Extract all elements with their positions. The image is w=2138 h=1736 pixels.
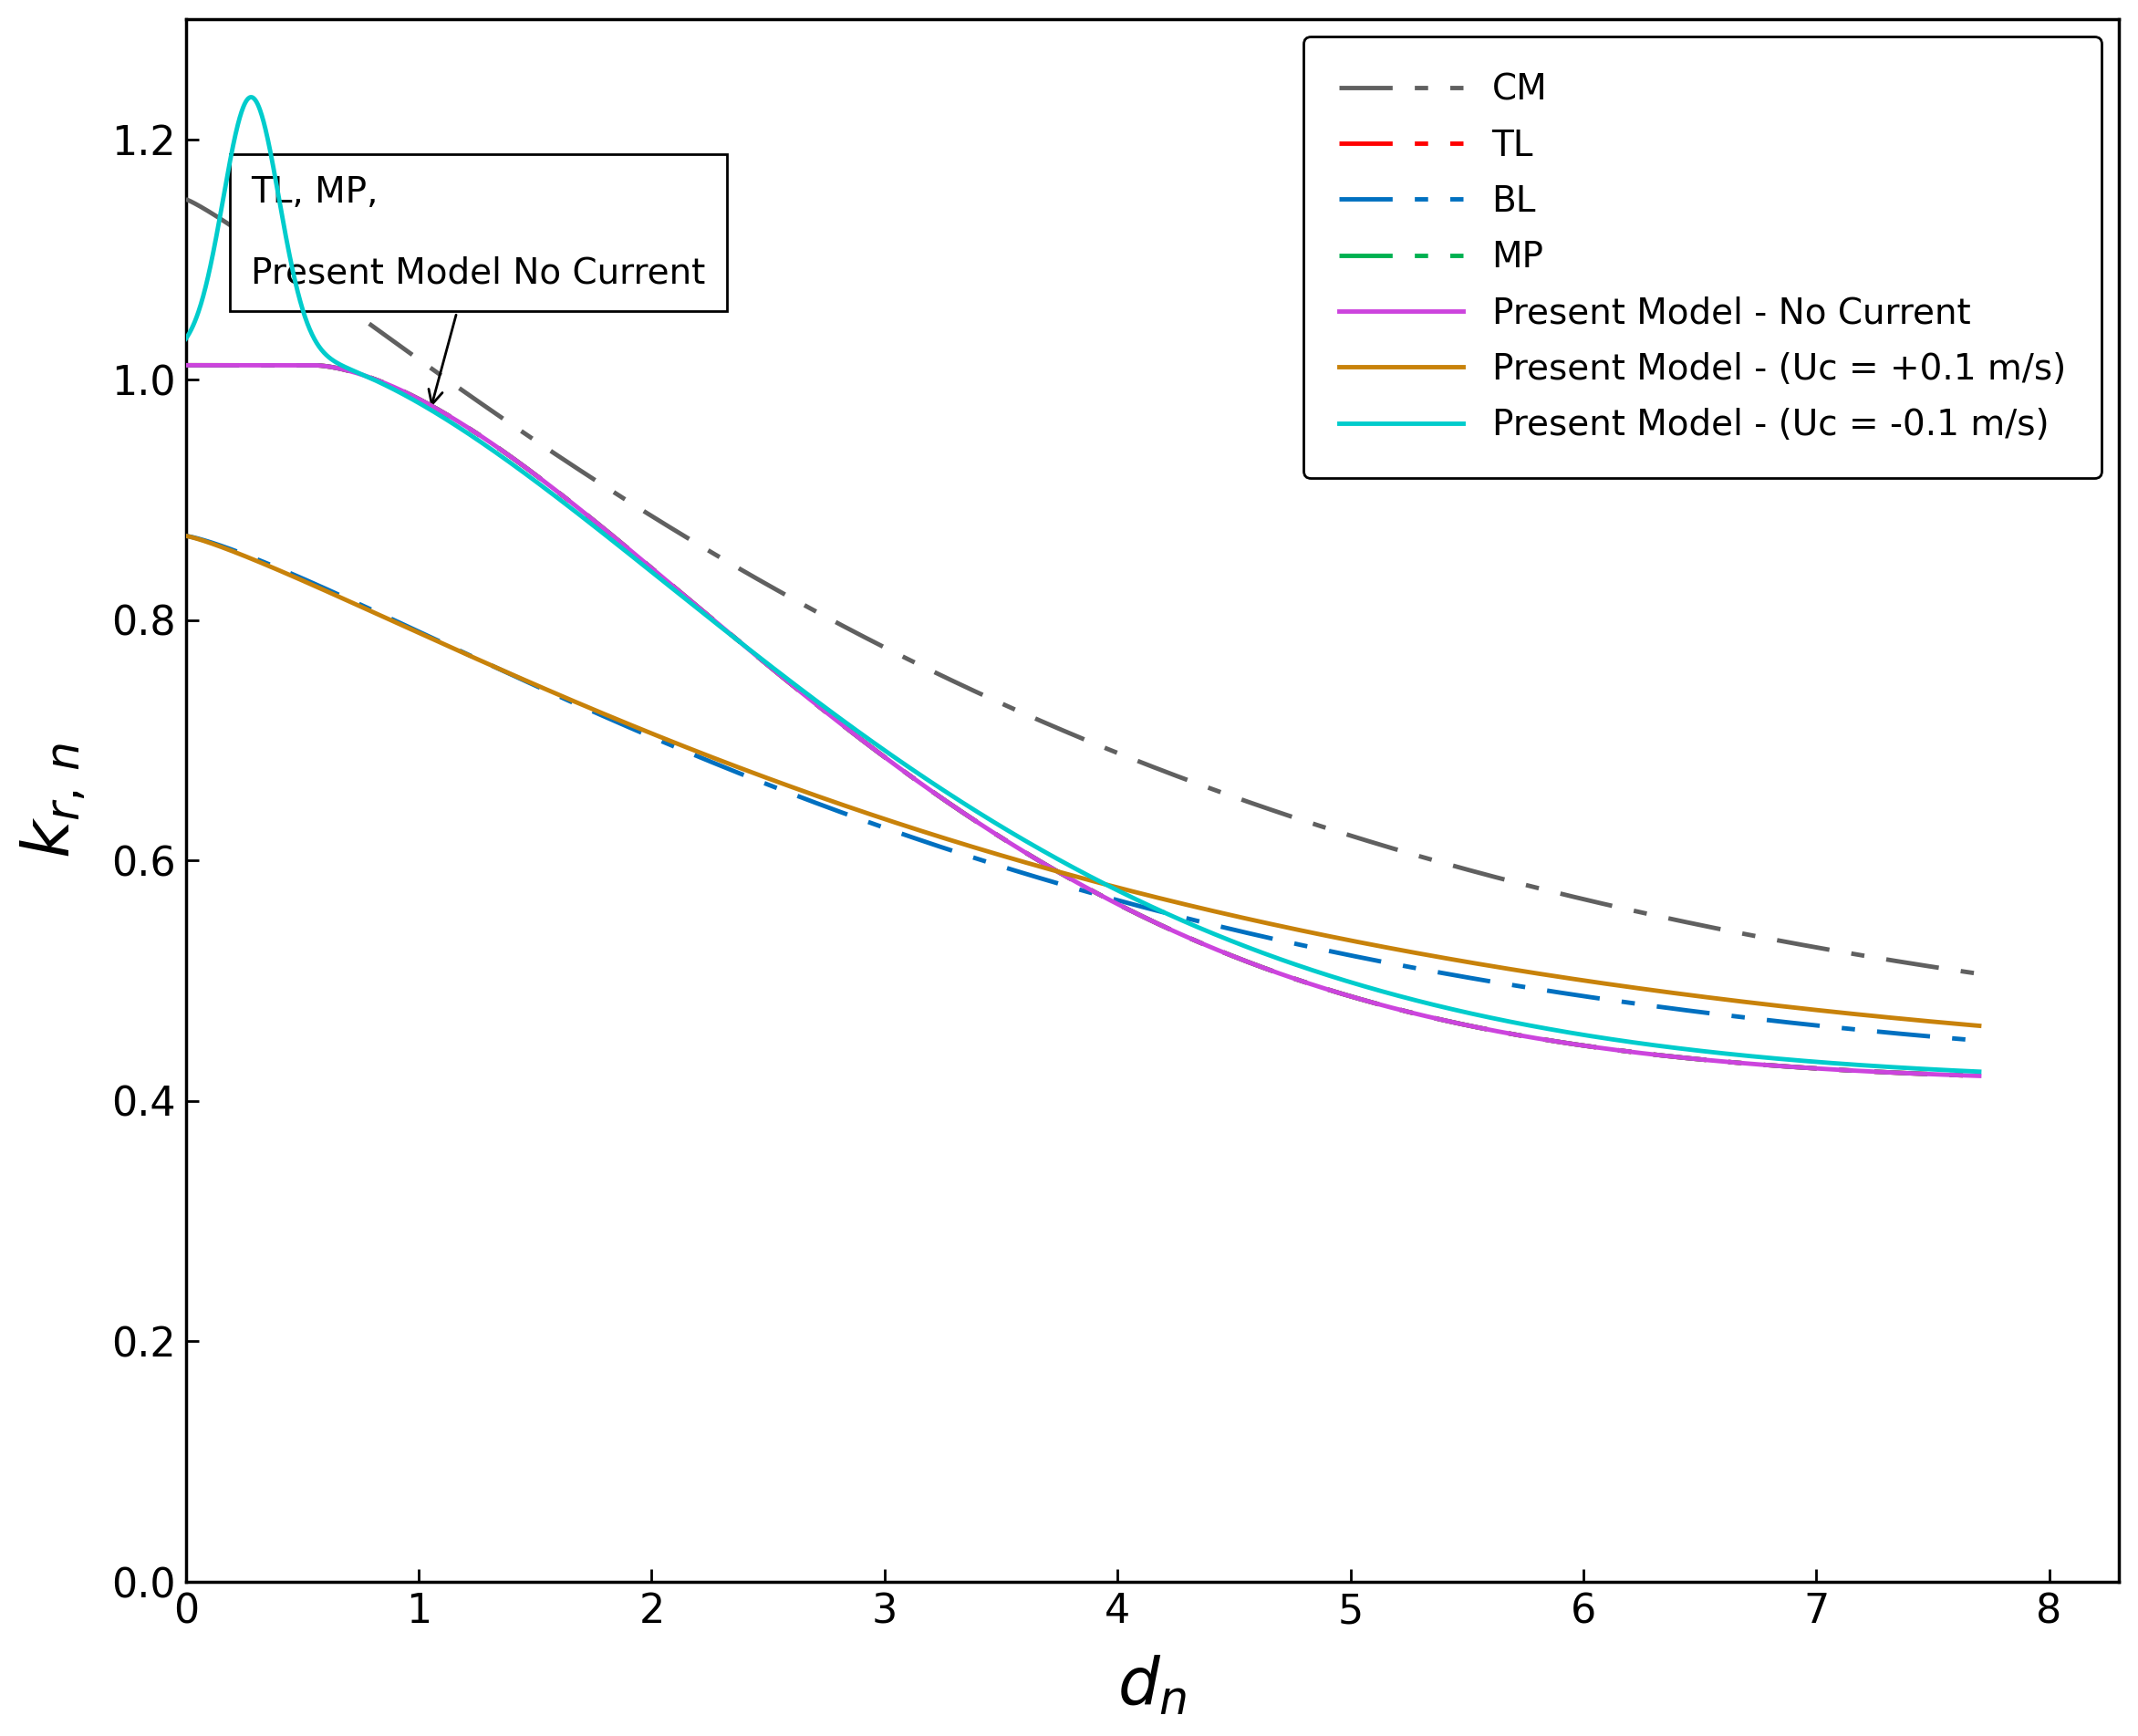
TL (483, 436, 509, 457)
Line: TL: TL (186, 365, 1980, 1076)
Present Model - (Uc = +0.1 m/s) (862, 806, 887, 826)
Present Model - (Uc = +0.1 m/s) (939, 830, 964, 851)
Present Model - (Uc = -0.1 m/s) (939, 785, 964, 806)
BL (483, 658, 509, 679)
CM (173, 189, 199, 210)
TL (1967, 1066, 1993, 1087)
Present Model - No Current (1738, 1054, 1764, 1075)
Present Model - (Uc = +0.1 m/s) (173, 526, 199, 547)
Line: Present Model - (Uc = -0.1 m/s): Present Model - (Uc = -0.1 m/s) (186, 97, 1980, 1071)
Line: BL: BL (186, 536, 1980, 1040)
Present Model - No Current (1931, 1064, 1956, 1085)
Line: MP: MP (186, 365, 1980, 1076)
Present Model - (Uc = -0.1 m/s) (173, 328, 199, 349)
TL (1931, 1064, 1956, 1085)
BL (862, 814, 887, 835)
Present Model - (Uc = +0.1 m/s) (1738, 993, 1764, 1014)
Present Model - (Uc = +0.1 m/s) (378, 609, 404, 630)
Present Model - (Uc = -0.1 m/s) (485, 443, 511, 464)
Present Model - No Current (862, 738, 887, 759)
BL (378, 608, 404, 628)
CM (1931, 958, 1956, 979)
Present Model - (Uc = +0.1 m/s) (483, 658, 509, 679)
BL (173, 526, 199, 547)
CM (1738, 925, 1764, 946)
Present Model - (Uc = -0.1 m/s) (1738, 1045, 1764, 1066)
BL (939, 840, 964, 861)
TL (173, 354, 199, 375)
MP (378, 375, 404, 396)
BL (1967, 1029, 1993, 1050)
Present Model - No Current (378, 375, 404, 396)
Present Model - (Uc = -0.1 m/s) (237, 87, 263, 108)
MP (1931, 1064, 1956, 1085)
MP (173, 354, 199, 375)
Text: TL, MP,

Present Model No Current: TL, MP, Present Model No Current (250, 175, 706, 404)
Present Model - (Uc = -0.1 m/s) (378, 377, 404, 398)
CM (1967, 963, 1993, 984)
TL (939, 795, 964, 816)
Present Model - (Uc = -0.1 m/s) (1933, 1059, 1958, 1080)
BL (1738, 1009, 1764, 1029)
Y-axis label: $k_{r,\, n}$: $k_{r,\, n}$ (19, 743, 88, 859)
Present Model - No Current (173, 354, 199, 375)
CM (862, 632, 887, 653)
TL (378, 375, 404, 396)
Present Model - (Uc = -0.1 m/s) (1967, 1061, 1993, 1082)
TL (1738, 1054, 1764, 1075)
MP (939, 795, 964, 816)
Present Model - No Current (1967, 1066, 1993, 1087)
Line: CM: CM (186, 200, 1980, 974)
MP (862, 738, 887, 759)
MP (1967, 1066, 1993, 1087)
CM (378, 328, 404, 349)
CM (939, 670, 964, 691)
Present Model - No Current (939, 795, 964, 816)
Present Model - (Uc = -0.1 m/s) (862, 733, 887, 753)
X-axis label: $d_n$: $d_n$ (1118, 1654, 1187, 1717)
BL (1931, 1028, 1956, 1049)
MP (1738, 1054, 1764, 1075)
Legend: CM, TL, BL, MP, Present Model - No Current, Present Model - (Uc = +0.1 m/s), Pre: CM, TL, BL, MP, Present Model - No Curre… (1304, 36, 2102, 477)
Present Model - (Uc = +0.1 m/s) (1967, 1016, 1993, 1036)
Present Model - (Uc = +0.1 m/s) (1931, 1012, 1956, 1033)
Line: Present Model - (Uc = +0.1 m/s): Present Model - (Uc = +0.1 m/s) (186, 536, 1980, 1026)
MP (483, 436, 509, 457)
CM (483, 404, 509, 425)
Present Model - No Current (483, 436, 509, 457)
Line: Present Model - No Current: Present Model - No Current (186, 365, 1980, 1076)
TL (862, 738, 887, 759)
